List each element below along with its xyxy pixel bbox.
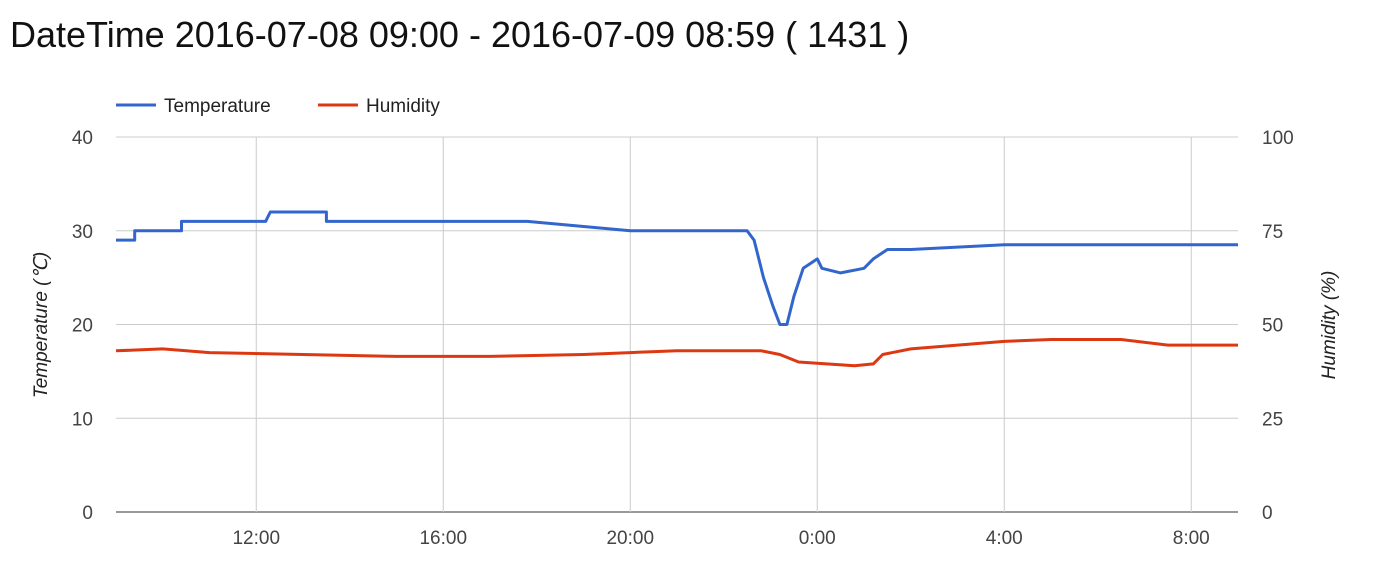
x-tick-label: 4:00 xyxy=(986,528,1023,549)
y-right-tick-label: 75 xyxy=(1262,222,1283,243)
y-right-tick-label: 25 xyxy=(1262,409,1283,430)
series-line-temperature xyxy=(116,210,1238,326)
y-left-tick-label: 10 xyxy=(72,409,93,430)
y-right-tick-label: 50 xyxy=(1262,316,1283,337)
y-right-axis-title: Humidity (%) xyxy=(1319,271,1340,380)
y-left-tick-label: 30 xyxy=(72,222,93,243)
legend: Temperature Humidity xyxy=(116,96,440,117)
tick-labels: 0 0 10 25 20 50 30 75 40 100 12:00 16:00 20:00 0:00 4:… xyxy=(72,128,1294,549)
legend-label-humidity: Humidity xyxy=(366,96,440,117)
y-right-tick-label: 100 xyxy=(1262,128,1294,149)
grid-lines xyxy=(116,136,1238,513)
x-tick-label: 0:00 xyxy=(799,528,836,549)
y-left-tick-label: 20 xyxy=(72,316,93,337)
legend-label-temperature: Temperature xyxy=(164,96,271,117)
x-tick-label: 20:00 xyxy=(606,528,654,549)
series-line-humidity xyxy=(115,338,1238,368)
chart-title: DateTime 2016-07-08 09:00 - 2016-07-09 0… xyxy=(10,14,910,55)
series-lines xyxy=(115,210,1238,368)
y-left-tick-label: 0 xyxy=(82,503,93,524)
y-right-tick-label: 0 xyxy=(1262,503,1273,524)
x-tick-label: 12:00 xyxy=(232,528,280,549)
y-left-tick-label: 40 xyxy=(72,128,93,149)
x-tick-label: 16:00 xyxy=(419,528,467,549)
x-tick-label: 8:00 xyxy=(1173,528,1210,549)
y-left-axis-title: Temperature (℃) xyxy=(31,252,52,398)
